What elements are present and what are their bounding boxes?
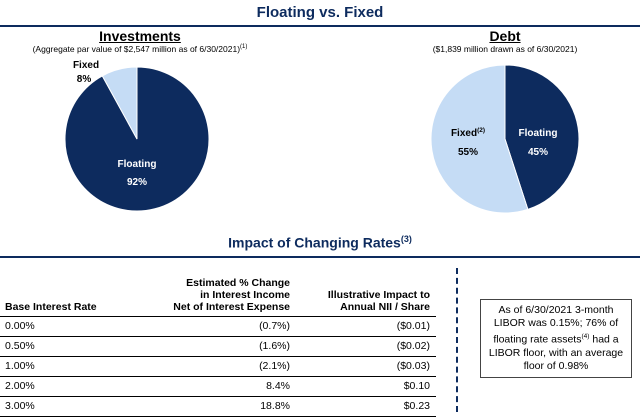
rate-impact-table: Base Interest Rate Estimated % Change in… xyxy=(0,272,436,417)
header-nii-impact: Illustrative Impact to Annual NII / Shar… xyxy=(327,289,430,313)
table-row: 0.50% (1.6%) ($0.02) xyxy=(0,337,436,357)
investments-pie-chart: Floating 92% Fixed 8% xyxy=(64,60,210,212)
cell-nii: $0.10 xyxy=(403,380,430,392)
debt-pie-chart: Floating 45% Fixed(2) 55% xyxy=(430,64,580,214)
cell-nii: ($0.02) xyxy=(396,340,430,352)
cell-rate: 0.00% xyxy=(5,320,35,332)
impact-divider xyxy=(0,256,640,258)
pie-slice-fixed xyxy=(101,66,138,140)
cell-rate: 3.00% xyxy=(5,400,35,412)
slice-value-floating: 92% xyxy=(127,177,147,188)
table-header-row: Base Interest Rate Estimated % Change in… xyxy=(0,272,436,317)
pie-slice-fixed xyxy=(430,64,529,214)
table-row: 0.00% (0.7%) ($0.01) xyxy=(0,317,436,337)
slice-value-floating: 45% xyxy=(528,147,548,158)
cell-rate: 2.00% xyxy=(5,380,35,392)
table-row: 2.00% 8.4% $0.10 xyxy=(0,377,436,397)
cell-nii: ($0.03) xyxy=(396,360,430,372)
slice-value-fixed: 55% xyxy=(458,147,478,158)
cell-change: 18.8% xyxy=(260,400,290,412)
investments-subtitle: (Aggregate par value of $2,547 million a… xyxy=(32,44,248,54)
slice-label-floating: Floating xyxy=(118,159,157,170)
cell-nii: $0.23 xyxy=(403,400,430,412)
dashed-divider xyxy=(456,268,458,412)
cell-change: 8.4% xyxy=(266,380,290,392)
header-base-rate: Base Interest Rate xyxy=(5,301,97,313)
slice-label-fixed: Fixed xyxy=(73,60,99,71)
debt-title: Debt xyxy=(489,28,521,44)
cell-rate: 0.50% xyxy=(5,340,35,352)
cell-change: (1.6%) xyxy=(259,340,290,352)
slice-value-fixed: 8% xyxy=(77,74,92,85)
cell-change: (0.7%) xyxy=(259,320,290,332)
cell-rate: 1.00% xyxy=(5,360,35,372)
slice-label-fixed: Fixed(2) xyxy=(451,127,485,139)
header-est-change: Estimated % Change in Interest Income Ne… xyxy=(173,277,290,313)
table-row: 1.00% (2.1%) ($0.03) xyxy=(0,357,436,377)
title-divider xyxy=(0,25,640,27)
pie-slice-floating xyxy=(504,64,580,211)
impact-title: Impact of Changing Rates(3) xyxy=(228,234,412,251)
libor-note-box: As of 6/30/2021 3-month LIBOR was 0.15%;… xyxy=(480,299,632,378)
cell-nii: ($0.01) xyxy=(396,320,430,332)
table-row: 3.00% 18.8% $0.23 xyxy=(0,397,436,417)
slice-label-floating: Floating xyxy=(519,128,558,139)
page-title: Floating vs. Fixed xyxy=(256,4,384,21)
investments-title: Investments xyxy=(99,28,181,44)
cell-change: (2.1%) xyxy=(259,360,290,372)
debt-subtitle: ($1,839 million drawn as of 6/30/2021) xyxy=(432,44,578,54)
